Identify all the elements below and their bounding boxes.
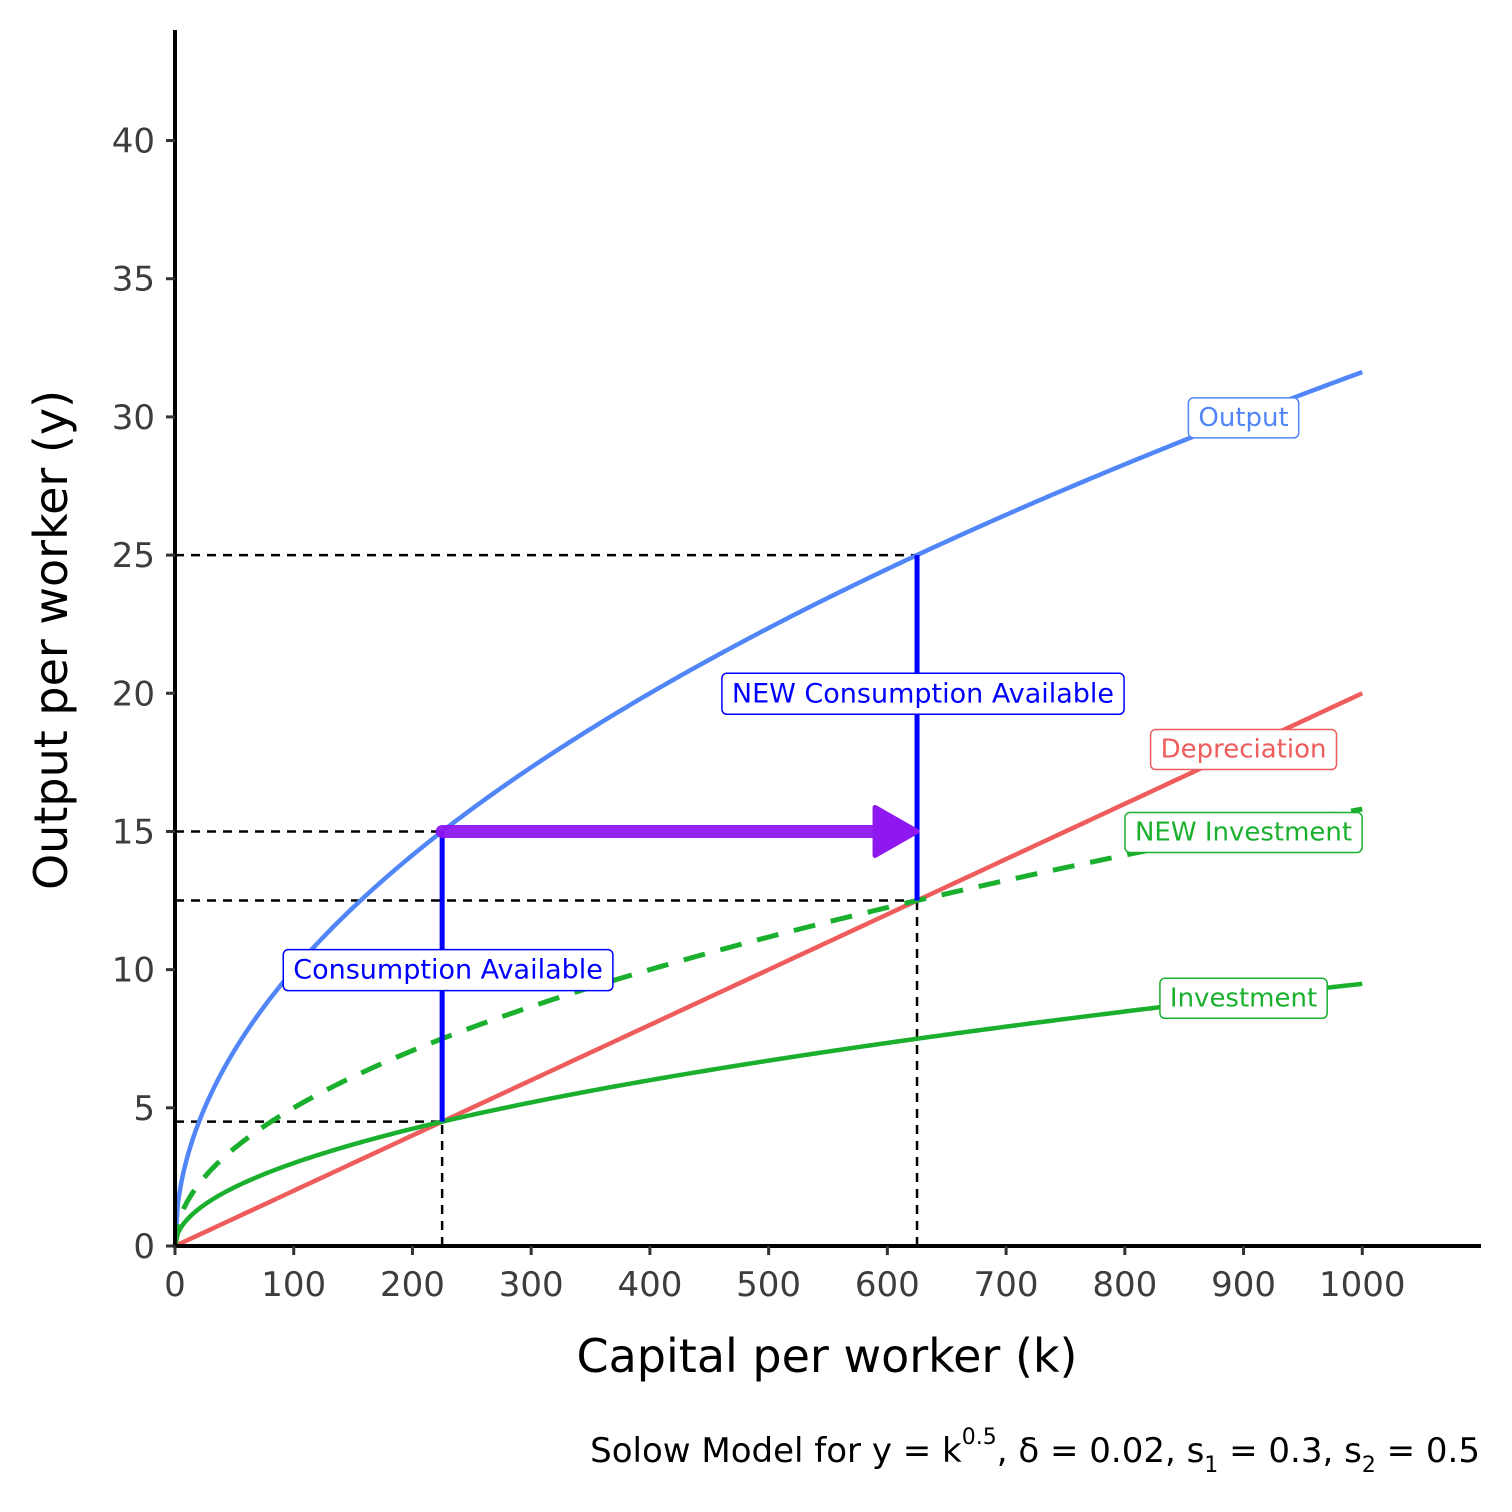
y-tick-label: 15 xyxy=(112,812,155,852)
annotation-new-consumption-available: NEW Consumption Available xyxy=(721,672,1125,716)
annotation-consumption-available: Consumption Available xyxy=(282,948,614,992)
chart-caption: Solow Model for y = k0.5, δ = 0.02, s1 =… xyxy=(590,1425,1480,1478)
x-tick-label: 700 xyxy=(974,1265,1039,1305)
axes-layer: 0 100 200 300 400 500 600 700 800 900 1000 0 5 10 15 20… xyxy=(112,30,1481,1305)
series-line-new-investment xyxy=(172,806,1363,1247)
series-label-depreciation-box xyxy=(1149,728,1338,771)
y-tick-label: 0 xyxy=(133,1227,155,1267)
annotation-consumption-available-text: Consumption Available xyxy=(293,955,603,986)
x-tick-label: 1000 xyxy=(1319,1265,1406,1305)
series-label-depreciation-text: Depreciation xyxy=(1161,735,1327,765)
series-label-new-investment-text: NEW Investment xyxy=(1135,817,1352,847)
x-axis-title: Capital per worker (k) xyxy=(577,1329,1078,1383)
reference-lines xyxy=(175,553,919,1246)
series-line-investment xyxy=(172,981,1363,1247)
annotation-new-consumption-available-text: NEW Consumption Available xyxy=(732,678,1114,709)
series-label-output-box xyxy=(1187,397,1300,439)
caption-s1: = 0.3, s xyxy=(1218,1431,1362,1471)
series-label-investment-box xyxy=(1159,977,1328,1020)
caption-s2: = 0.5 xyxy=(1376,1431,1480,1471)
x-tick-label: 800 xyxy=(1092,1265,1157,1305)
y-tick-label: 10 xyxy=(112,951,155,991)
arrow-layer xyxy=(435,804,920,858)
x-tick-label: 900 xyxy=(1211,1265,1276,1305)
series-label-investment: Investment xyxy=(1159,977,1328,1020)
caption-delta: , δ = 0.02, s xyxy=(997,1431,1205,1471)
x-tick-label: 200 xyxy=(380,1265,445,1305)
x-tick-label: 400 xyxy=(617,1265,682,1305)
series-line-output xyxy=(172,369,1364,1247)
annotation-new-consumption-available-box xyxy=(721,672,1125,716)
y-tick-label: 20 xyxy=(112,674,155,714)
consumption-layer xyxy=(439,555,920,1122)
labels-layer: Output Depreciation NEW Investment Investme… xyxy=(282,397,1363,1020)
x-tick-label: 600 xyxy=(855,1265,920,1305)
y-tick-label: 40 xyxy=(112,122,155,162)
y-tick-label: 35 xyxy=(112,260,155,300)
y-tick-label: 5 xyxy=(133,1089,155,1129)
y-tick-label: 30 xyxy=(112,398,155,438)
y-axis-title: Output per worker (y) xyxy=(24,390,78,890)
x-tick-label: 300 xyxy=(499,1265,564,1305)
series-layer xyxy=(172,369,1364,1249)
annotation-consumption-available-box xyxy=(282,948,614,992)
y-tick-label: 25 xyxy=(112,536,155,576)
series-line-depreciation xyxy=(174,691,1364,1249)
series-label-investment-text: Investment xyxy=(1170,983,1317,1013)
series-label-new-investment: NEW Investment xyxy=(1124,811,1363,854)
caption-sub1: 1 xyxy=(1204,1453,1218,1478)
series-label-new-investment-box xyxy=(1124,811,1363,854)
series-label-output-text: Output xyxy=(1198,403,1288,433)
x-tick-label: 0 xyxy=(164,1265,186,1305)
x-tick-label: 500 xyxy=(736,1265,801,1305)
caption-exponent: 0.5 xyxy=(962,1425,997,1450)
caption-main: Solow Model for y = k xyxy=(590,1431,962,1471)
caption-sub2: 2 xyxy=(1362,1453,1376,1478)
series-label-depreciation: Depreciation xyxy=(1149,728,1338,771)
series-label-output: Output xyxy=(1187,397,1300,439)
x-tick-label: 100 xyxy=(261,1265,326,1305)
shift-arrow-head xyxy=(872,804,920,858)
